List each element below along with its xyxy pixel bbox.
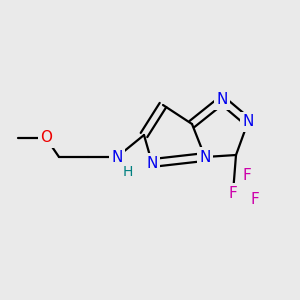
Text: O: O (40, 130, 52, 146)
Text: N: N (216, 92, 228, 107)
Text: F: F (250, 193, 260, 208)
Text: N: N (242, 115, 254, 130)
Text: H: H (123, 165, 134, 179)
Text: F: F (229, 185, 237, 200)
Text: F: F (243, 167, 251, 182)
Text: N: N (199, 149, 211, 164)
Text: N: N (146, 155, 158, 170)
Text: N: N (111, 149, 123, 164)
